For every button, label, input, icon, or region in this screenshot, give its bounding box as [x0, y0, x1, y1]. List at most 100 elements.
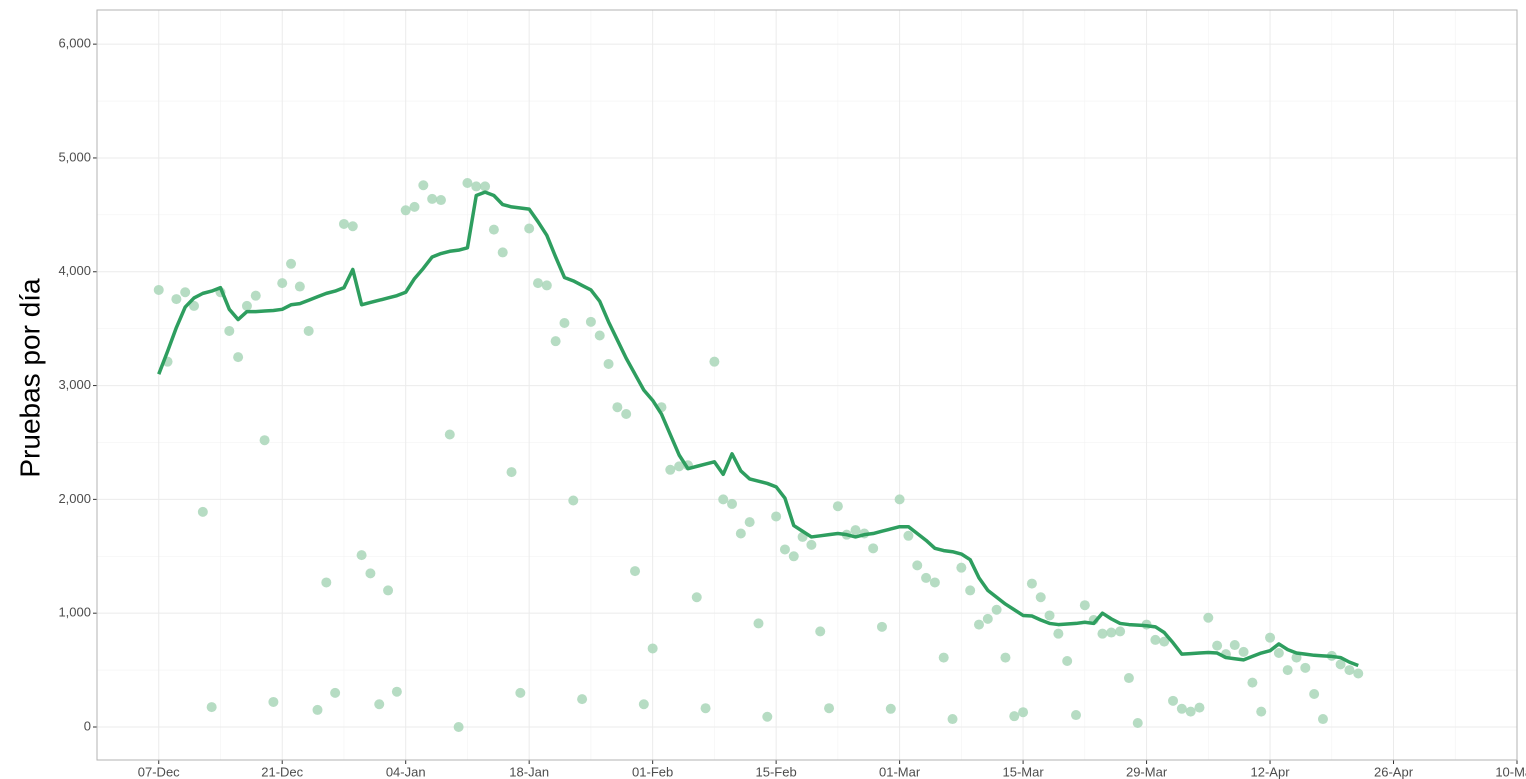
data-point — [1026, 578, 1037, 589]
data-point — [1168, 695, 1179, 706]
data-point — [647, 643, 658, 654]
data-point — [973, 619, 984, 630]
data-point — [541, 280, 552, 291]
data-point — [1071, 710, 1082, 721]
data-point — [400, 205, 411, 216]
x-tick-label: 18-Jan — [509, 764, 549, 779]
data-point — [409, 201, 420, 212]
x-tick-label: 21-Dec — [261, 764, 303, 779]
data-point — [929, 577, 940, 588]
data-point — [374, 699, 385, 710]
data-point — [965, 585, 976, 596]
data-point — [532, 278, 543, 289]
data-point — [1106, 627, 1117, 638]
data-point — [621, 409, 632, 420]
data-point — [735, 528, 746, 539]
data-point — [824, 703, 835, 714]
data-point — [506, 467, 517, 478]
data-point — [912, 560, 923, 571]
data-point — [1035, 592, 1046, 603]
data-point — [612, 402, 623, 413]
data-point — [197, 506, 208, 517]
x-tick-label: 26-Apr — [1374, 764, 1414, 779]
data-point — [1176, 703, 1187, 714]
data-point — [321, 577, 332, 588]
data-point — [453, 721, 464, 732]
data-point — [779, 544, 790, 555]
data-point — [1159, 636, 1170, 647]
data-point — [577, 694, 588, 705]
data-point — [1132, 718, 1143, 729]
data-point — [982, 613, 993, 624]
data-point — [1123, 673, 1134, 684]
x-tick-label: 12-Apr — [1251, 764, 1291, 779]
data-point — [391, 686, 402, 697]
data-point — [418, 180, 429, 191]
data-point — [1256, 706, 1267, 717]
data-point — [665, 464, 676, 475]
data-point — [718, 494, 729, 505]
data-point — [1282, 665, 1293, 676]
y-tick-label: 2,000 — [58, 491, 91, 506]
data-point — [1335, 659, 1346, 670]
y-tick-label: 4,000 — [58, 263, 91, 278]
data-point — [1115, 626, 1126, 637]
data-point — [1353, 668, 1364, 679]
data-point — [1265, 632, 1276, 643]
data-point — [568, 495, 579, 506]
data-point — [1062, 655, 1073, 666]
data-point — [1344, 665, 1355, 676]
data-point — [462, 177, 473, 188]
data-point — [762, 711, 773, 722]
data-point — [709, 356, 720, 367]
data-point — [815, 626, 826, 637]
x-tick-label: 04-Jan — [386, 764, 426, 779]
data-point — [956, 562, 967, 573]
data-point — [365, 568, 376, 579]
y-tick-label: 6,000 — [58, 36, 91, 51]
data-point — [638, 699, 649, 710]
data-point — [1000, 652, 1011, 663]
y-tick-label: 1,000 — [58, 605, 91, 620]
data-point — [224, 325, 235, 336]
data-point — [1009, 711, 1020, 722]
data-point — [471, 181, 482, 192]
data-point — [1300, 662, 1311, 673]
data-point — [1317, 714, 1328, 725]
x-tick-label: 01-Mar — [879, 764, 921, 779]
data-point — [991, 604, 1002, 615]
data-point — [241, 300, 252, 311]
y-axis-title: Pruebas por día — [14, 278, 45, 478]
data-point — [180, 287, 191, 298]
data-point — [885, 703, 896, 714]
y-tick-label: 3,000 — [58, 377, 91, 392]
data-point — [356, 550, 367, 561]
data-point — [559, 317, 570, 328]
data-point — [1309, 688, 1320, 699]
x-tick-label: 01-Feb — [632, 764, 673, 779]
data-point — [277, 278, 288, 289]
x-tick-label: 15-Feb — [756, 764, 797, 779]
data-point — [1150, 634, 1161, 645]
data-point — [330, 687, 341, 698]
data-point — [921, 572, 932, 583]
data-point — [171, 294, 182, 305]
data-point — [189, 300, 200, 311]
data-point — [383, 585, 394, 596]
data-point — [903, 530, 914, 541]
data-point — [1247, 677, 1258, 688]
data-point — [806, 539, 817, 550]
data-point — [1212, 640, 1223, 651]
plot-background — [97, 10, 1517, 760]
data-point — [303, 325, 314, 336]
data-point — [788, 551, 799, 562]
data-point — [259, 435, 270, 446]
data-point — [497, 247, 508, 258]
data-point — [488, 224, 499, 235]
data-point — [435, 195, 446, 206]
x-tick-label: 07-Dec — [138, 764, 180, 779]
data-point — [744, 517, 755, 528]
data-point — [594, 330, 605, 341]
data-point — [868, 543, 879, 554]
